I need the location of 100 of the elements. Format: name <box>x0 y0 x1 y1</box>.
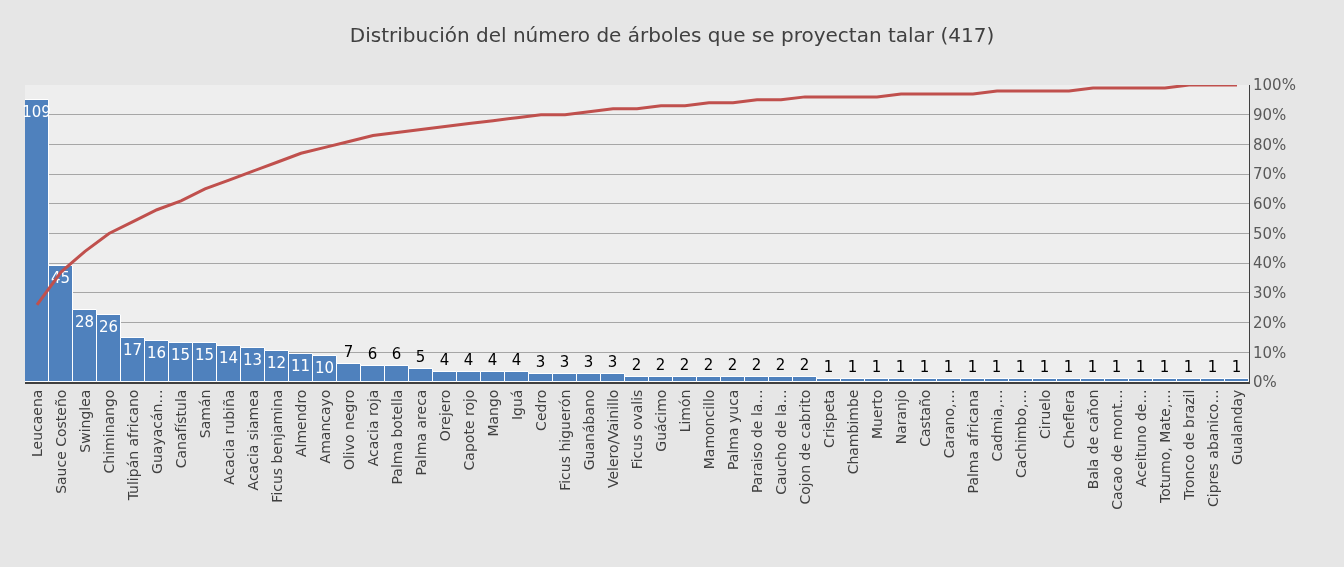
data-label: 28 <box>74 312 95 331</box>
x-tick-label: Cipres abanico… <box>1204 389 1221 508</box>
data-label: 1 <box>1063 357 1074 376</box>
data-label: 5 <box>415 347 426 366</box>
x-tick-label: Velero/Vainillo <box>604 389 621 489</box>
y2-tick-label: 100% <box>1253 76 1296 95</box>
data-label: 2 <box>679 355 690 374</box>
x-tick-label: Palma botella <box>388 389 405 485</box>
x-tick-label: Ficus higuerón <box>556 389 573 491</box>
x-tick-label: Tulipán africano <box>124 389 141 502</box>
data-label: 2 <box>631 355 642 374</box>
data-label: 2 <box>703 355 714 374</box>
data-label: 14 <box>218 348 239 367</box>
x-tick-label: Naranjo <box>892 389 909 445</box>
data-label: 1 <box>1183 357 1194 376</box>
y2-tick-label: 50% <box>1253 224 1287 243</box>
x-tick-label: Olivo negro <box>340 389 357 471</box>
x-tick-label: Ficus ovalis <box>628 389 645 470</box>
data-label: 1 <box>1087 357 1098 376</box>
data-label: 2 <box>727 355 738 374</box>
x-tick-label: Cheflera <box>1060 389 1077 449</box>
data-label: 6 <box>391 344 402 363</box>
data-label: 1 <box>1135 357 1146 376</box>
data-label: 1 <box>967 357 978 376</box>
y2-tick-label: 90% <box>1253 105 1287 124</box>
data-label: 16 <box>146 343 167 362</box>
data-label: 1 <box>1015 357 1026 376</box>
data-label: 4 <box>439 350 450 369</box>
data-label: 2 <box>751 355 762 374</box>
x-tick-label: Caucho de la… <box>772 389 789 495</box>
y2-tick-label: 40% <box>1253 254 1287 273</box>
data-label: 3 <box>583 352 594 371</box>
x-tick-label: Gualanday <box>1228 389 1245 466</box>
data-label: 1 <box>895 357 906 376</box>
x-tick-label: Acacia rubiña <box>220 389 237 485</box>
y2-tick-label: 10% <box>1253 343 1287 362</box>
data-label: 6 <box>367 344 378 363</box>
x-tick-label: Swinglea <box>76 389 93 453</box>
data-label: 17 <box>122 340 143 359</box>
data-label: 1 <box>847 357 858 376</box>
x-tick-label: Orejero <box>436 389 453 442</box>
x-tick-label: Acacia roja <box>364 389 381 467</box>
x-tick-label: Capote rojo <box>460 389 477 471</box>
data-label: 3 <box>559 352 570 371</box>
x-tick-label: Cedro <box>532 389 549 431</box>
x-tick-label: Guácimo <box>652 389 669 452</box>
x-tick-label: Cadmia,… <box>988 389 1005 462</box>
x-tick-label: Iguá <box>508 389 525 421</box>
data-label: 15 <box>170 345 191 364</box>
data-label: 1 <box>1159 357 1170 376</box>
x-tick-label: Castaño <box>916 389 933 447</box>
data-label: 2 <box>655 355 666 374</box>
data-label: 26 <box>98 317 119 336</box>
data-label: 2 <box>775 355 786 374</box>
x-tick-label: Ficus benjamina <box>268 389 285 503</box>
x-tick-label: Sauce Costeño <box>52 389 69 494</box>
data-label: 1 <box>823 357 834 376</box>
x-tick-label: Limón <box>676 389 693 433</box>
data-label: 1 <box>1111 357 1122 376</box>
x-tick-label: Palma yuca <box>724 389 741 470</box>
x-tick-label: Mamoncillo <box>700 389 717 470</box>
data-label: 15 <box>194 345 215 364</box>
x-tick-label: Chiminango <box>100 389 117 474</box>
x-tick-label: Tronco de brazil <box>1180 389 1197 502</box>
x-tick-label: Totumo, Mate,… <box>1156 389 1173 505</box>
y2-tick-label: 20% <box>1253 313 1287 332</box>
chart-title: Distribución del número de árboles que se proyectan talar (417) <box>349 23 995 48</box>
x-tick-label: Acacia siamea <box>244 389 261 491</box>
data-label: 1 <box>1207 357 1218 376</box>
y2-tick-label: 70% <box>1253 165 1287 184</box>
x-tick-label: Cacao de mont… <box>1108 389 1125 510</box>
y2-tick-label: 60% <box>1253 195 1287 214</box>
data-label: 4 <box>487 350 498 369</box>
x-tick-label: Cachimbo,… <box>1012 389 1029 478</box>
data-label: 3 <box>535 352 546 371</box>
x-tick-label: Crispeta <box>820 389 837 448</box>
x-tick-label: Chambimbe <box>844 389 861 475</box>
x-tick-label: Cojon de cabrito <box>796 389 813 505</box>
x-tick-label: Aceituno de… <box>1132 389 1149 487</box>
data-label: 12 <box>266 353 287 372</box>
y2-tick-label: 0% <box>1253 373 1277 392</box>
y2-tick-label: 30% <box>1253 284 1287 303</box>
data-label: 1 <box>1039 357 1050 376</box>
x-tick-label: Paraiso de la… <box>748 389 765 493</box>
x-tick-label: Palma africana <box>964 389 981 494</box>
data-label: 13 <box>242 350 263 369</box>
x-tick-label: Amancayo <box>316 389 333 464</box>
x-tick-label: Muerto <box>868 389 885 439</box>
x-tick-label: Carano,… <box>940 389 957 459</box>
x-tick-label: Almendro <box>292 389 309 458</box>
data-label: 3 <box>607 352 618 371</box>
x-tick-label: Ciruelo <box>1036 389 1053 439</box>
data-label: 1 <box>943 357 954 376</box>
x-tick-label: Canafístula <box>172 389 189 469</box>
data-label: 11 <box>290 356 311 375</box>
data-label: 1 <box>991 357 1002 376</box>
y2-tick-label: 80% <box>1253 135 1287 154</box>
x-tick-label: Guanábano <box>580 389 597 471</box>
data-label: 1 <box>919 357 930 376</box>
data-label: 4 <box>511 350 522 369</box>
